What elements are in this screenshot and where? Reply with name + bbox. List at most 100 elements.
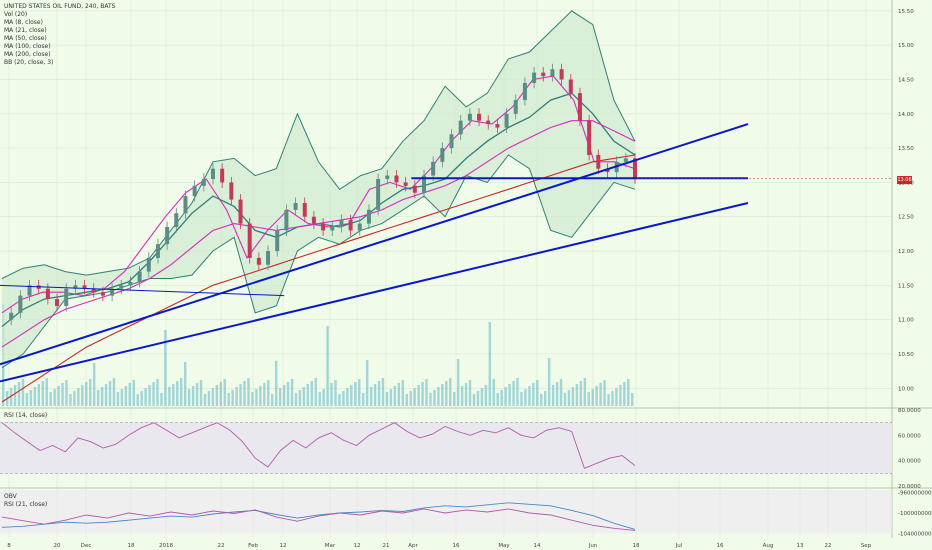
chart-legend: UNITED STATES OIL FUND, 240, BATS Vol (2… (4, 3, 115, 67)
volume-bar (595, 386, 598, 406)
volume-bar (271, 394, 274, 406)
volume-bar (417, 385, 420, 406)
x-tick-label: Apr (408, 543, 418, 549)
candle-body (229, 182, 234, 200)
trendline (0, 202, 749, 383)
volume-bar (203, 394, 207, 406)
candle-body (339, 220, 344, 228)
volume-bar (136, 394, 139, 406)
x-tick-label: 8 (7, 543, 11, 549)
volume-bar (480, 388, 484, 406)
volume-bar (346, 388, 349, 406)
volume-bar (29, 390, 33, 406)
x-tick-label: 21 (383, 543, 390, 549)
volume-bar (239, 384, 242, 406)
rsi-pane-label[interactable]: RSI (14, close) (4, 412, 48, 419)
volume-bar (496, 393, 499, 406)
volume-bar (449, 378, 452, 406)
x-tick-label: 14 (534, 543, 541, 549)
volume-bar (377, 381, 381, 406)
volume-bar (195, 383, 199, 406)
candle-body (174, 213, 179, 228)
volume-bar (631, 393, 634, 406)
volume-bar (484, 385, 488, 406)
volume-bar (397, 383, 401, 406)
volume-bar (508, 384, 511, 406)
volume-bar (176, 381, 179, 406)
volume-bar (37, 384, 41, 406)
y-tick-label: 14.00 (898, 112, 914, 118)
bollinger-lower (1, 154, 636, 369)
y-tick-label: 12.00 (898, 249, 914, 255)
ma-8-line (1, 75, 636, 314)
obv-pane-label[interactable]: OBV (4, 493, 17, 500)
candle-body (357, 223, 362, 231)
candle-body (183, 196, 188, 214)
volume-bar (405, 394, 408, 406)
volume-bar (219, 382, 222, 406)
volume-bar (413, 388, 416, 406)
volume-bar (235, 387, 238, 406)
trendline (0, 284, 285, 297)
legend-ma50[interactable]: MA (50, close) (4, 35, 47, 42)
volume-bar (65, 380, 68, 406)
volume-bar (468, 380, 472, 406)
rsi-tick-label: 80.0000 (898, 408, 921, 414)
volume-bar (611, 391, 614, 406)
volume-bar (619, 385, 622, 406)
volume-bar (278, 388, 282, 406)
candle-body (550, 69, 555, 77)
volume-bar (551, 385, 555, 406)
volume-bar (358, 379, 361, 406)
volume-bar (144, 388, 147, 406)
y-tick-label: 15.50 (898, 9, 914, 15)
volume-bar (536, 380, 539, 406)
legend-ma200[interactable]: MA (200, close) (4, 51, 51, 58)
legend-vol[interactable]: Vol (20) (4, 11, 28, 18)
candle-body (155, 244, 160, 258)
candle-body (45, 288, 50, 300)
volume-bar (322, 389, 325, 406)
volume-bar (623, 382, 626, 406)
rsi-band (0, 422, 892, 474)
volume-bar (247, 378, 250, 406)
volume-bar (263, 383, 266, 406)
legend-bb[interactable]: BB (20, close, 3) (4, 59, 54, 66)
candle-body (321, 223, 326, 231)
candle-body (403, 182, 408, 186)
volume-bar (282, 385, 286, 406)
volume-bar (433, 390, 436, 406)
legend-title[interactable]: UNITED STATES OIL FUND, 240, BATS (4, 3, 116, 10)
volume-bar (350, 385, 353, 406)
volume-bar (9, 388, 13, 406)
legend-ma100[interactable]: MA (100, close) (4, 43, 51, 50)
volume-bar (61, 383, 64, 406)
volume-bar (89, 379, 92, 406)
legend-ma21[interactable]: MA (21, close) (4, 27, 47, 34)
candle-body (348, 220, 353, 231)
volume-bar (227, 393, 230, 406)
obv-rsi-pane-label[interactable]: RSI (21, close) (4, 501, 48, 508)
candle-body (623, 158, 628, 162)
candle-body (128, 281, 133, 286)
rsi-tick-label: 20.0000 (898, 484, 921, 490)
volume-bar (13, 385, 17, 406)
volume-bar (500, 390, 503, 406)
volume-bar (53, 389, 56, 406)
volume-bar (231, 390, 234, 406)
volume-bar (191, 386, 195, 406)
candle-body (495, 124, 500, 128)
volume-bar (563, 393, 567, 406)
x-tick-label: Aug (763, 543, 774, 549)
candle-body (513, 100, 518, 114)
x-tick-label: Sep (861, 543, 872, 549)
volume-bar (334, 380, 337, 406)
volume-bar (259, 386, 262, 406)
volume-bar (512, 381, 515, 406)
legend-ma8[interactable]: MA (8, close) (4, 19, 43, 26)
volume-bar (180, 378, 183, 406)
candle-body (302, 203, 307, 217)
rsi-tick-label: 40.0000 (898, 459, 921, 465)
trendline (0, 123, 749, 366)
